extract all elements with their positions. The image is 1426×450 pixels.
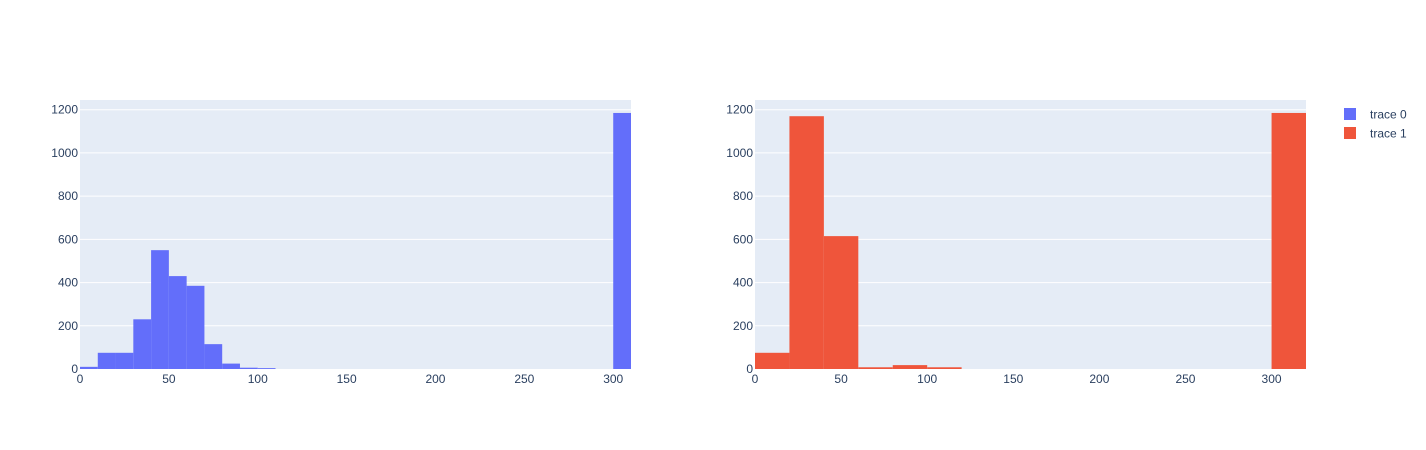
y-tick-label: 800 [58, 189, 78, 203]
histogram-bar[interactable] [115, 352, 134, 369]
histogram-bar[interactable] [823, 236, 859, 369]
x-tick-label: 150 [1003, 372, 1023, 386]
y-tick-label: 600 [58, 232, 78, 246]
y-tick-label: 1200 [726, 103, 753, 117]
histogram-bar[interactable] [80, 366, 98, 369]
x-tick-label: 300 [603, 372, 623, 386]
histogram-bar[interactable] [151, 250, 169, 369]
y-tick-label: 200 [733, 319, 753, 333]
x-tick-label: 250 [1175, 372, 1195, 386]
x-tick-label: 100 [917, 372, 937, 386]
y-tick-label: 1000 [726, 146, 753, 160]
y-tick-label: 0 [71, 362, 78, 376]
legend-item-trace-1[interactable]: trace 1 [1344, 127, 1407, 141]
x-tick-label: 0 [77, 372, 84, 386]
x-tick-label: 0 [752, 372, 759, 386]
legend-label-trace-1: trace 1 [1370, 127, 1407, 141]
histogram-bar[interactable] [186, 285, 205, 369]
legend-swatch-trace-0 [1344, 108, 1356, 120]
y-tick-label: 800 [733, 189, 753, 203]
subplot-right: 0 200 400 600 800 1000 1200 0 50 100 150 200 250 300 [726, 100, 1306, 386]
x-tick-label: 100 [248, 372, 268, 386]
y-tick-label: 400 [733, 276, 753, 290]
histogram-bar[interactable] [204, 344, 223, 369]
histogram-bar[interactable] [168, 276, 187, 369]
x-tick-label: 50 [834, 372, 848, 386]
histogram-bar[interactable] [789, 116, 824, 369]
x-tick-label: 200 [425, 372, 445, 386]
y-tick-label: 400 [58, 276, 78, 290]
y-tick-label: 1200 [51, 103, 78, 117]
x-tick-label: 200 [1089, 372, 1109, 386]
histogram-bar[interactable] [613, 112, 631, 369]
histogram-bar[interactable] [133, 319, 152, 369]
legend-label-trace-0: trace 0 [1370, 108, 1407, 122]
legend: trace 0 trace 1 [1344, 108, 1407, 141]
histogram-bar[interactable] [858, 367, 893, 369]
y-tick-label: 600 [733, 232, 753, 246]
histogram-bar[interactable] [239, 367, 258, 369]
y-tick-label: 0 [746, 362, 753, 376]
legend-swatch-trace-1 [1344, 127, 1356, 139]
histogram-bar[interactable] [257, 368, 276, 369]
x-tick-label: 50 [162, 372, 176, 386]
histogram-bar[interactable] [755, 352, 790, 369]
histogram-bar[interactable] [97, 352, 116, 369]
histogram-bar[interactable] [1271, 112, 1306, 369]
x-tick-label: 300 [1262, 372, 1282, 386]
histogram-bar[interactable] [927, 367, 962, 369]
histogram-bar[interactable] [892, 365, 928, 369]
y-tick-label: 200 [58, 319, 78, 333]
x-tick-label: 150 [337, 372, 357, 386]
legend-item-trace-0[interactable]: trace 0 [1344, 108, 1407, 122]
y-tick-label: 1000 [51, 146, 78, 160]
subplot-left: 0 200 400 600 800 1000 1200 0 50 100 150 200 250 300 [51, 100, 631, 386]
x-tick-label: 250 [514, 372, 534, 386]
histogram-bar[interactable] [222, 363, 240, 369]
